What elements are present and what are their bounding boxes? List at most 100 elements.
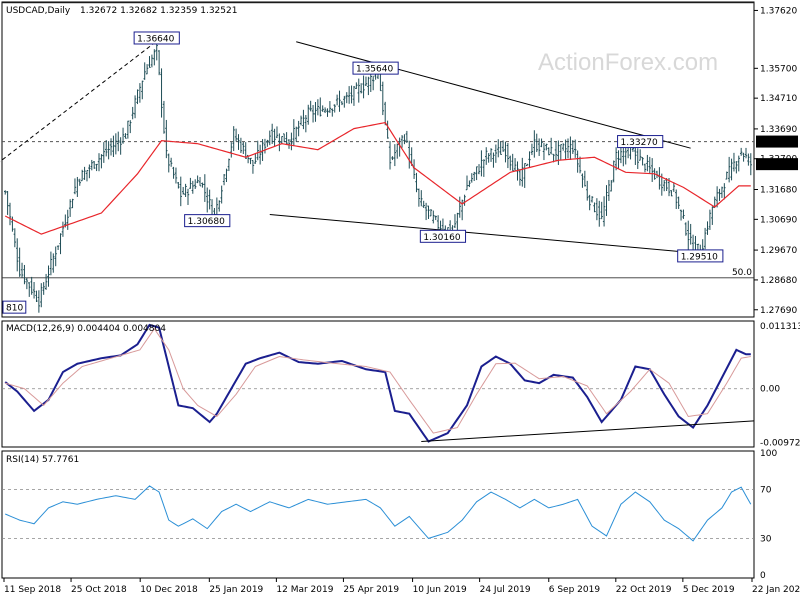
- price-bar: [61, 221, 65, 237]
- price-bar: [56, 245, 60, 250]
- price-bar: [323, 107, 327, 114]
- price-bar: [569, 136, 572, 160]
- price-bar: [335, 94, 339, 106]
- price-y-tick-label: 1.34710: [760, 94, 797, 104]
- price-bar: [35, 290, 38, 302]
- price-bar: [95, 163, 98, 172]
- price-bar: [487, 153, 490, 163]
- price-bar: [225, 168, 228, 183]
- price-bar: [37, 290, 41, 313]
- price-bar: [545, 143, 548, 151]
- price-bar: [475, 166, 478, 181]
- price-bar: [331, 108, 334, 117]
- price-bar: [605, 185, 608, 216]
- price-bar: [177, 181, 180, 189]
- price-bar: [593, 202, 596, 213]
- price-bar: [47, 265, 50, 287]
- price-bar: [473, 171, 476, 181]
- annotation-label: 1.30680: [188, 217, 225, 227]
- price-bar: [706, 221, 709, 235]
- rsi-line-0: [5, 485, 752, 542]
- rsi-y-tick-label: 30: [760, 534, 772, 544]
- axes-layer: 1.376201.357001.347101.336901.327001.316…: [3, 6, 800, 595]
- price-bar: [718, 188, 721, 201]
- price-bar: [509, 155, 512, 171]
- price-bar: [427, 205, 430, 219]
- price-bar: [393, 144, 397, 167]
- price-bar: [355, 82, 358, 90]
- price-bar: [220, 185, 223, 204]
- price-bar: [367, 76, 370, 96]
- price-y-tick-label: 1.37620: [760, 6, 797, 16]
- price-bar: [735, 161, 738, 174]
- price-bar: [583, 170, 587, 187]
- price-bar: [275, 126, 279, 139]
- price-bar: [326, 108, 329, 117]
- price-bar: [290, 132, 293, 151]
- price-bar: [607, 179, 611, 201]
- macd-y-tick-label: -0.009729: [760, 439, 800, 449]
- price-bar: [747, 153, 750, 166]
- price-bar: [749, 153, 752, 176]
- price-bar: [624, 146, 627, 165]
- price-bar: [574, 139, 577, 158]
- price-bar: [169, 157, 173, 167]
- price-bar: [501, 140, 505, 152]
- price-bar: [458, 196, 461, 218]
- price-bar: [528, 151, 531, 168]
- price-bar: [203, 174, 207, 202]
- price-bar: [242, 142, 245, 155]
- price-bar: [266, 139, 269, 147]
- price-bar: [564, 139, 567, 160]
- price-bar: [357, 78, 360, 103]
- rsi-y-tick-label: 70: [760, 486, 772, 496]
- price-bar: [391, 156, 394, 161]
- price-bar: [160, 68, 163, 118]
- price-bar: [434, 215, 437, 221]
- price-bar: [470, 173, 474, 183]
- price-bar: [561, 143, 565, 151]
- price-bar: [670, 190, 673, 197]
- price-bar: [249, 157, 252, 165]
- current-price-tag: 1.32521: [759, 161, 796, 171]
- price-bar: [602, 196, 606, 227]
- annotation-3: 1.30160: [419, 229, 467, 243]
- price-bar: [179, 176, 182, 207]
- price-bar: [511, 153, 514, 172]
- price-y-tick-label: 1.31680: [760, 185, 797, 195]
- price-bar: [66, 209, 69, 230]
- price-bar: [6, 191, 9, 215]
- price-bar: [143, 62, 146, 80]
- price-bar: [73, 178, 77, 195]
- x-tick-label: 25 Jan 2019: [209, 585, 263, 595]
- price-bar: [400, 135, 404, 148]
- annotation-label: 810: [6, 304, 23, 314]
- price-bar: [711, 206, 714, 225]
- price-bar: [28, 282, 31, 297]
- price-bar: [600, 201, 603, 220]
- price-bar: [595, 198, 599, 221]
- price-bar: [105, 140, 108, 157]
- annotation-box: [677, 249, 724, 263]
- price-panel-title: USDCAD,Daily: [6, 6, 71, 16]
- price-bar: [32, 281, 36, 299]
- price-bar: [371, 75, 375, 91]
- price-bar: [352, 86, 356, 106]
- price-bar: [117, 131, 120, 152]
- price-bar: [270, 123, 274, 144]
- price-bar: [610, 180, 613, 192]
- price-bar: [715, 186, 719, 208]
- price-bar: [196, 175, 199, 184]
- price-bar: [513, 158, 517, 172]
- price-bar: [663, 180, 666, 192]
- price-bar: [453, 214, 457, 228]
- annotation-0: 1.36640: [133, 31, 180, 45]
- price-bar: [636, 148, 639, 169]
- price-trendline-2: [269, 214, 694, 254]
- price-bar: [4, 190, 7, 195]
- x-tick-label: 10 Jun 2019: [413, 585, 467, 595]
- price-bar: [83, 166, 86, 180]
- moving-average-line-0: [4, 121, 751, 235]
- price-bar: [201, 182, 204, 188]
